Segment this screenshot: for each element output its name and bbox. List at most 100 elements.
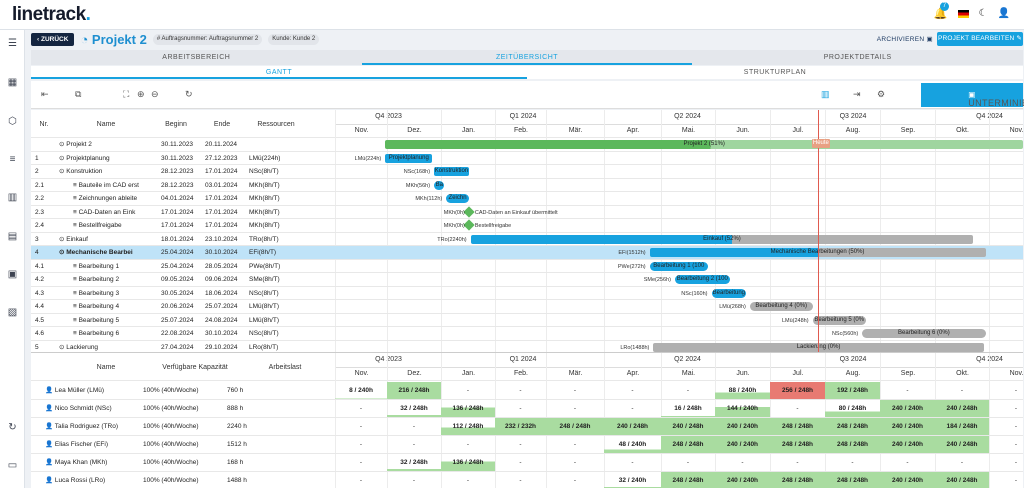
task-row[interactable]: 4.2 ≡ Bearbeitung 2 09.05.2024 09.06.2024 SM… [31,273,1023,287]
task-bar[interactable]: Bearbeitung [711,288,747,298]
tab-gantt[interactable]: GANTT [31,66,527,79]
task-name[interactable]: ≡ Bearbeitung 3 [73,289,120,297]
task-bar[interactable]: Projektplanung [385,153,433,163]
task-bar[interactable]: Zeichn [446,194,469,203]
task-row[interactable]: 2 ⊙ Konstruktion 28.12.2023 17.01.2024 NSc(8… [31,165,1023,179]
task-name[interactable]: ≡ Bearbeitung 2 [73,276,120,283]
task-row[interactable]: 2.3 ≡ CAD-Daten an Eink 17.01.2024 17.01.20… [31,206,1023,219]
capacity-row[interactable]: 👤 Nico Schmidt (NSc) 100% (40h/Woche) 888 … [31,400,1023,418]
task-name[interactable]: ≡ Bearbeitung 1 [73,262,120,270]
task-name[interactable]: ≡ Bearbeitung 5 [73,316,120,324]
task-name[interactable]: ≡ Bearbeitung 4 [73,303,120,310]
archive-icon[interactable]: ▣ [7,269,18,280]
box-icon[interactable]: ⬡ [8,116,17,127]
col-end-header[interactable]: Ende [213,121,231,128]
task-bar[interactable]: Mechanische Bearbeitungen (50%) [649,248,986,257]
cap-name-header[interactable]: Name [96,364,116,371]
person-name[interactable]: 👤 Lea Müller (LMü) [45,387,105,394]
task-row[interactable]: 2.2 ≡ Zeichnungen ableite 04.01.2024 17.01.… [31,192,1023,206]
task-nr: 2.1 [35,181,45,189]
person-name[interactable]: 👤 Elias Fischer (EFi) [45,441,108,448]
archive-button[interactable]: ARCHIVIEREN ▣ [876,36,933,43]
task-bar[interactable]: Ba [434,180,445,190]
person-name[interactable]: 👤 Luca Rossi (LRo) [45,477,106,484]
menu-icon[interactable]: ☰ [8,38,17,49]
monitor-icon[interactable]: ▭ [7,460,18,471]
capacity-row[interactable]: 👤 Luca Rossi (LRo) 100% (40h/Woche) 1488 h [31,472,1023,488]
unterminieren-button[interactable]: UNTERMINIEREN ▣ [921,83,1024,108]
task-row[interactable]: 2.1 ≡ Bauteile im CAD erst 28.12.2023 03.01… [31,179,1023,192]
task-row[interactable]: ⊙ Projekt 2 30.11.2023 20.11.2024 [31,138,1023,152]
col-nr-header[interactable]: Nr. [39,121,49,128]
col-begin-header[interactable]: Beginn [165,121,187,128]
task-name[interactable]: ⊙ Einkauf [59,235,88,243]
chart-view-icon[interactable]: ▥ [821,89,830,99]
reload-icon[interactable]: ↻ [185,89,193,99]
col-res-header[interactable]: Ressourcen [257,121,295,128]
task-row[interactable]: 5 ⊙ Lackierung 27.04.2024 29.10.2024 LRo(8h/… [31,341,1023,353]
task-name[interactable]: ⊙ Konstruktion [59,168,103,175]
task-name[interactable]: ≡ Bestellfreigabe [73,222,122,229]
tab-arbeitsbereich[interactable]: ARBEITSBEREICH [162,54,231,61]
zoom-in-icon[interactable]: ⊕ [137,89,145,99]
user-icon[interactable]: 👤 [997,8,1010,19]
task-row[interactable]: 4.4 ≡ Bearbeitung 4 20.06.2024 25.07.2024 LM… [31,300,1023,314]
tab-strukturplan[interactable]: STRUKTURPLAN [743,69,807,76]
zoom-out-icon[interactable]: ⊖ [151,89,159,99]
back-button[interactable]: ‹ ZURÜCK [31,32,75,46]
tab-projektdetails[interactable]: PROJEKTDETAILS [823,54,892,61]
moon-icon[interactable]: ☾ [978,8,988,19]
task-name[interactable]: ≡ Bauteile im CAD erst [73,181,139,189]
task-row[interactable]: 1 ⊙ Projektplanung 30.11.2023 27.12.2023 LMü… [31,152,1023,165]
refresh-icon[interactable]: ↻ [8,422,17,433]
german-flag-icon[interactable] [957,9,969,18]
task-name[interactable]: ⊙ Mechanische Bearbei [59,249,133,256]
contacts-icon[interactable]: ▧ [7,307,18,318]
person-name[interactable]: 👤 Talia Rodriguez (TRo) [45,423,118,430]
edit-project-button[interactable]: PROJEKT BEARBEITEN ✎ [937,32,1023,46]
task-bar[interactable]: Bearbeitung 2 (100 [674,275,730,284]
copy-icon[interactable]: ⧉ [75,89,82,99]
task-bar[interactable]: Einkauf (52%) [470,234,974,244]
tab-zeituebersicht[interactable]: ZEITÜBERSICHT [361,50,693,65]
fit-icon[interactable]: ⛶ [123,89,130,99]
capacity-row[interactable]: 👤 Elias Fischer (EFi) 100% (40h/Woche) 151… [31,436,1023,454]
export-icon[interactable]: ⇥ [853,89,861,99]
task-name[interactable]: ≡ Bearbeitung 6 [73,330,120,337]
task-row[interactable]: 4.3 ≡ Bearbeitung 3 30.05.2024 18.06.2024 NS… [31,287,1023,300]
task-name[interactable]: ⊙ Projektplanung [59,154,110,162]
cap-hours-header[interactable]: Arbeitslast [268,364,302,371]
capacity-row[interactable]: 👤 Lea Müller (LMü) 100% (40h/Woche) 760 h [31,382,1023,400]
chart-icon[interactable]: ▥ [7,192,18,203]
task-row[interactable]: 4.6 ≡ Bearbeitung 6 22.08.2024 30.10.2024 NS… [31,327,1023,341]
capacity-cell: - [412,441,416,448]
settings-icon[interactable]: ⚙ [877,89,886,99]
gantt-icon[interactable]: ≡ [9,154,16,165]
person-name[interactable]: 👤 Maya Khan (MKh) [45,459,108,466]
task-row[interactable]: 2.4 ≡ Bestellfreigabe 17.01.2024 17.01.2024… [31,219,1023,233]
capacity-row[interactable]: 👤 Talia Rodriguez (TRo) 100% (40h/Woche) 2… [31,418,1023,436]
task-name[interactable]: ≡ Zeichnungen ableite [73,195,138,202]
app-logo[interactable]: linetrack. [12,4,91,25]
task-bar[interactable]: Bearbeitung 4 (0%) [749,302,813,311]
task-bar[interactable]: Konstruktion [434,167,469,176]
cap-avail-header[interactable]: Verfügbare Kapazität [162,364,228,371]
dashboard-icon[interactable]: ▦ [7,77,18,88]
task-bar[interactable]: Bearbeitung 1 (100 [649,261,709,271]
collapse-icon[interactable]: ⇤ [41,89,49,99]
col-name-header[interactable]: Name [96,121,116,128]
capacity-row[interactable]: 👤 Maya Khan (MKh) 100% (40h/Woche) 168 h [31,454,1023,472]
bell-icon[interactable]: 🔔 7 [933,2,949,20]
task-row[interactable]: 3 ⊙ Einkauf 18.01.2024 23.10.2024 TRo(8h/T) [31,233,1023,246]
calendar-icon[interactable]: ▤ [7,231,18,242]
resource-label: MKh(112h) [415,196,443,202]
task-name[interactable]: ≡ CAD-Daten an Eink [73,208,136,216]
task-row[interactable]: 4.1 ≡ Bearbeitung 1 25.04.2024 28.05.2024 PW… [31,260,1023,273]
person-name[interactable]: 👤 Nico Schmidt (NSc) [45,405,112,412]
task-row[interactable]: 4.5 ≡ Bearbeitung 5 25.07.2024 24.08.2024 LM… [31,314,1023,327]
task-bar[interactable]: Bearbeitung 6 (0%) [862,329,986,338]
task-bar[interactable]: Bearbeitung 5 (0% [812,315,866,325]
task-bar[interactable]: Projekt 2 (51%) [385,140,1023,149]
task-name[interactable]: ⊙ Lackierung [59,343,99,351]
task-name[interactable]: ⊙ Projekt 2 [59,141,92,148]
